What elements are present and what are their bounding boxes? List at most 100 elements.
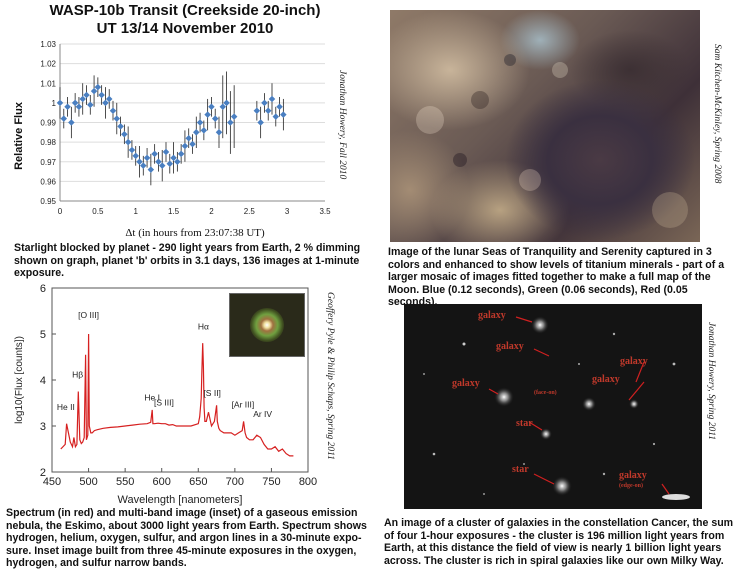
spectrum-x-tick-label: 700	[226, 476, 244, 488]
transit-point	[98, 91, 105, 99]
spectrum-x-tick-label: 650	[189, 476, 207, 488]
spectrum-caption: Spectrum (in red) and multi-band image (…	[6, 507, 367, 569]
galaxy-credit: Jonathan Howery, Spring 2011	[706, 322, 716, 441]
transit-y-tick-label: 0.99	[40, 119, 56, 128]
face-on-label: (face-on)	[534, 389, 557, 396]
spectrum-line-label: Hβ	[72, 370, 83, 380]
transit-y-axis-label: Relative Flux	[13, 101, 25, 170]
spectrum-y-tick-label: 4	[40, 375, 46, 387]
transit-x-tick-label: 2.5	[244, 207, 256, 216]
transit-point	[223, 99, 230, 107]
moon-image	[390, 10, 700, 242]
transit-title: WASP-10b Transit (Creekside 20-inch) UT …	[0, 2, 370, 38]
galaxy-label-5: galaxy	[452, 378, 480, 389]
transit-y-tick-label: 0.97	[40, 158, 56, 167]
spectrum-x-tick-label: 600	[153, 476, 171, 488]
transit-x-tick-label: 3	[285, 207, 290, 216]
galaxy-label-4: galaxy	[592, 374, 620, 385]
transit-point	[219, 103, 227, 111]
transit-point	[128, 146, 136, 154]
spectrum-line-label: He I	[144, 393, 160, 403]
spectrum-chart: 2 3 4 5 6 450 500 550 600 650 700 750 800 He II Hβ [O …	[14, 283, 317, 506]
transit-point	[94, 83, 102, 91]
galaxy-cluster-image: galaxy galaxy galaxy galaxy galaxy star …	[404, 304, 702, 509]
transit-y-tick-label: 1.01	[40, 79, 56, 88]
spectrum-x-tick-label: 550	[116, 476, 134, 488]
transit-title-line2: UT 13/14 November 2010	[96, 20, 274, 37]
spectrum-y-tick-label: 5	[40, 329, 46, 341]
transit-point	[208, 103, 215, 111]
spectrum-line-label: [Ar III]	[232, 400, 255, 410]
transit-point	[215, 129, 223, 136]
transit-x-tick-label: 0	[58, 207, 63, 216]
transit-point	[136, 158, 143, 166]
transit-y-tick-label: 1.03	[40, 40, 56, 49]
moon-texture	[416, 54, 688, 228]
spectrum-y-tick-label: 6	[40, 283, 46, 295]
transit-y-tick-label: 1.02	[40, 60, 56, 69]
transit-point	[211, 115, 219, 122]
transit-point	[204, 111, 211, 118]
transit-point	[60, 115, 68, 122]
transit-point	[189, 140, 196, 148]
spectrum-x-axis-label: Wavelength [nanometers]	[118, 494, 243, 506]
transit-title-line1: WASP-10b Transit (Creekside 20-inch)	[49, 2, 321, 19]
spectrum-x-tick-label: 450	[43, 476, 61, 488]
transit-point	[261, 99, 268, 107]
transit-point	[64, 103, 71, 111]
galaxy-label-3: galaxy	[620, 356, 648, 367]
transit-point	[264, 107, 272, 114]
transit-point	[272, 113, 280, 120]
transit-point	[113, 115, 121, 122]
transit-point	[230, 113, 238, 120]
transit-credit: Jonathan Howery, Fall 2010	[337, 70, 347, 180]
moon-credit: Sam Kitchen-McKinley, Spring 2008	[712, 44, 722, 184]
spectrum-line-label: Ar IV	[253, 409, 272, 419]
transit-point	[124, 138, 132, 146]
transit-point	[227, 119, 234, 126]
transit-point	[56, 99, 64, 107]
transit-point	[68, 119, 75, 126]
transit-point	[276, 103, 283, 111]
galaxy-label-1: galaxy	[478, 310, 506, 321]
transit-x-tick-label: 1	[133, 207, 138, 216]
transit-point	[151, 150, 158, 158]
transit-point	[268, 95, 276, 103]
spectrum-line-label: Hα	[198, 321, 209, 331]
transit-point	[83, 91, 90, 99]
transit-point	[280, 111, 287, 118]
transit-point	[257, 119, 264, 126]
spectrum-y-tick-label: 2	[40, 467, 46, 479]
spectrum-y-tick-label: 3	[40, 421, 46, 433]
transit-point	[121, 131, 128, 138]
transit-x-axis-label: Δt (in hours from 23:07:38 UT)	[125, 227, 265, 239]
moon-caption: Image of the lunar Seas of Tranquility a…	[388, 246, 725, 308]
transit-point	[162, 148, 170, 156]
transit-point	[253, 107, 261, 114]
spectrum-x-tick-label: 800	[299, 476, 317, 488]
transit-point	[147, 166, 155, 173]
galaxy-label-2: galaxy	[496, 341, 524, 352]
spectrum-x-tick-label: 500	[79, 476, 97, 488]
transit-point	[185, 134, 192, 142]
transit-chart: 0.95 0.96 0.97 0.98 0.99 1 1.01 1.02 1.03 0 0.5 1 1.…	[13, 40, 331, 239]
transit-point	[174, 158, 181, 166]
transit-point	[200, 127, 208, 134]
transit-point	[170, 154, 177, 162]
transit-point	[109, 107, 117, 114]
transit-point	[143, 154, 151, 162]
transit-point	[166, 160, 174, 167]
transit-x-tick-label: 0.5	[92, 207, 104, 216]
transit-point	[75, 103, 83, 111]
transit-y-tick-label: 0.96	[40, 177, 56, 186]
spectrum-line-label: [S II]	[203, 388, 220, 398]
transit-point	[71, 99, 79, 107]
galaxy-label-6: galaxy	[619, 470, 647, 481]
transit-x-tick-label: 1.5	[168, 207, 180, 216]
spectrum-x-tick-label: 750	[262, 476, 280, 488]
transit-y-tick-label: 0.98	[40, 138, 56, 147]
transit-point	[155, 158, 162, 166]
transit-y-tick-label: 0.95	[40, 197, 56, 206]
transit-y-tick-label: 1	[52, 99, 57, 108]
transit-caption: Starlight blocked by planet - 290 light …	[14, 242, 361, 279]
